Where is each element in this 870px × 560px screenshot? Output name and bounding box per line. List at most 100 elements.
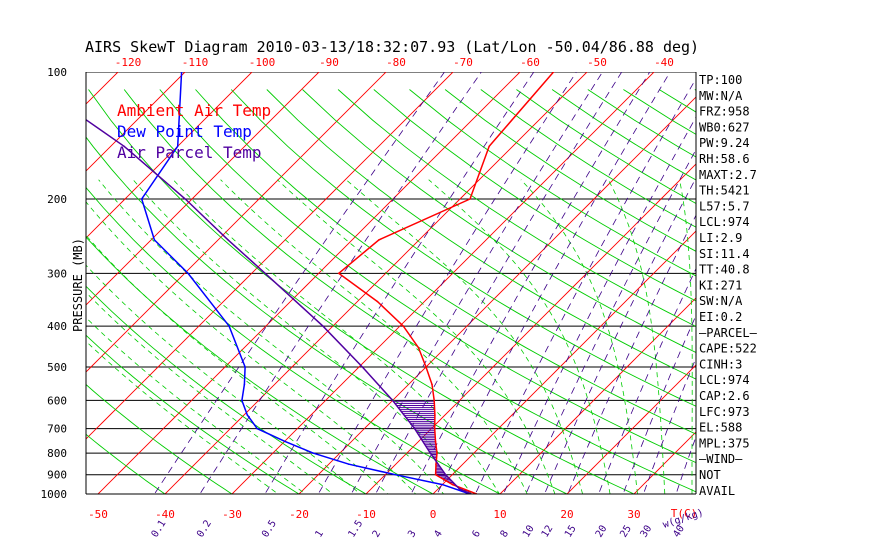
dry-adiabat-line <box>86 285 367 494</box>
pressure-tick-label: 1000 <box>41 488 68 501</box>
series-point-0-17 <box>488 145 491 148</box>
top-temp-tick-label: -110 <box>182 56 209 69</box>
dry-adiabat-line <box>409 89 696 277</box>
mixing-ratio-line <box>350 72 603 494</box>
dry-adiabat-line <box>302 89 696 354</box>
stat-item: TP:100 <box>699 73 742 87</box>
mixing-ratio-tick-label: 20 <box>594 524 610 540</box>
series-point-1-14 <box>140 198 143 200</box>
stat-item: RH:58.6 <box>699 152 750 166</box>
moist-adiabat-line <box>86 317 306 494</box>
stat-item: FRZ:958 <box>699 105 750 119</box>
series-point-2-9 <box>227 239 229 241</box>
stat-item: KI:271 <box>699 278 742 292</box>
series-point-1-8 <box>241 399 243 402</box>
isotherm-line <box>0 72 51 494</box>
stat-item: L57:5.7 <box>699 199 750 213</box>
series-point-1-1 <box>441 483 444 486</box>
series-point-0-14 <box>338 272 340 275</box>
stat-item: EI:0.2 <box>699 310 742 324</box>
top-temp-tick-label: -70 <box>453 56 473 69</box>
isotherm-line <box>768 72 870 494</box>
moist-adiabat-line <box>220 179 528 494</box>
series-point-1-10 <box>244 366 246 368</box>
series-point-0-9 <box>431 383 433 386</box>
series-point-2-7 <box>322 325 324 327</box>
dry-adiabat-line <box>373 89 696 302</box>
dry-adiabat-line <box>86 136 569 494</box>
dry-adiabat-line <box>266 89 696 380</box>
mixing-ratio-tick-label: 1.5 <box>346 518 365 539</box>
stat-item: LCL:974 <box>699 373 750 387</box>
mixing-ratio-line <box>598 267 696 494</box>
series-point-1-7 <box>246 414 249 416</box>
stat-item: TH:5421 <box>699 184 750 198</box>
stat-item: —WIND— <box>699 452 743 466</box>
mixing-ratio-line <box>567 214 696 494</box>
mixing-ratio-line <box>502 116 696 494</box>
isotherm-line <box>97 72 521 494</box>
moist-adiabat-line <box>345 179 584 494</box>
dry-adiabat-line <box>86 433 166 494</box>
dry-adiabat-line <box>159 89 696 464</box>
mixing-ratio-tick-label: 10 <box>521 524 537 540</box>
series-point-2-12 <box>17 71 19 73</box>
mixing-ratio-line <box>410 72 651 494</box>
series-point-1-5 <box>283 440 286 443</box>
stat-item: PW:9.24 <box>699 136 750 150</box>
series-point-2-4 <box>413 427 416 430</box>
mixing-ratio-line <box>317 72 577 494</box>
dry-adiabat-line <box>123 89 696 493</box>
series-point-0-7 <box>434 414 436 416</box>
dry-adiabat-line <box>337 89 696 327</box>
series-point-2-10 <box>184 198 187 200</box>
bottom-temp-tick-label: -40 <box>155 508 175 521</box>
pressure-tick-label: 300 <box>47 267 67 280</box>
series-point-1-13 <box>153 239 156 241</box>
series-point-2-5 <box>391 399 394 402</box>
mixing-ratio-tick-label: 0.5 <box>260 518 279 539</box>
bottom-temp-tick-label: 30 <box>627 508 640 521</box>
top-temp-tick-label: -40 <box>654 56 674 69</box>
series-point-2-11 <box>123 145 125 148</box>
stat-item: —PARCEL— <box>699 326 758 340</box>
mixing-ratio-line <box>525 148 696 494</box>
mixing-ratio-tick-label: 0.2 <box>195 518 214 539</box>
series-point-2-1 <box>458 488 461 490</box>
top-temp-tick-label: -100 <box>249 56 276 69</box>
pressure-tick-label: 600 <box>47 394 67 407</box>
dry-adiabat-line <box>444 89 696 252</box>
stat-item: WB0:627 <box>699 120 750 134</box>
mixing-ratio-tick-label: 4 <box>432 529 445 540</box>
dry-adiabat-line <box>86 383 233 494</box>
mixing-ratio-line <box>264 72 535 494</box>
mixing-ratio-tick-label: 1 <box>313 529 326 540</box>
legend-entry: Air Parcel Temp <box>117 143 262 162</box>
dry-adiabat-line <box>88 89 636 494</box>
top-temp-tick-label: -80 <box>386 56 406 69</box>
mixing-ratio-tick-label: 25 <box>618 524 634 540</box>
series-point-2-6 <box>361 366 364 368</box>
mixing-ratio-tick-label: 8 <box>499 529 512 540</box>
mixing-ratio-tick-label: 6 <box>471 529 484 540</box>
dry-adiabat-line <box>195 89 696 435</box>
moist-adiabat-line <box>132 179 472 494</box>
series-point-0-8 <box>433 399 436 402</box>
stat-item: MAXT:2.7 <box>699 168 757 182</box>
series-point-1-2 <box>394 473 397 476</box>
series-point-2-3 <box>429 452 432 454</box>
series-point-0-12 <box>402 325 405 327</box>
mixing-ratio-tick-label: 12 <box>540 524 556 540</box>
moist-adiabat-line <box>172 179 500 494</box>
bottom-temp-tick-label: 10 <box>493 508 506 521</box>
dry-adiabat-line <box>516 89 696 204</box>
dry-adiabat-line <box>658 89 696 113</box>
moist-adiabat-line <box>520 179 638 494</box>
stat-item: LI:2.9 <box>699 231 742 245</box>
moist-adiabat-line <box>86 340 279 494</box>
isotherm-line <box>86 72 320 306</box>
series-point-0-16 <box>469 198 471 200</box>
dry-adiabat-line <box>230 89 696 407</box>
stat-item: TT:40.8 <box>699 263 750 277</box>
